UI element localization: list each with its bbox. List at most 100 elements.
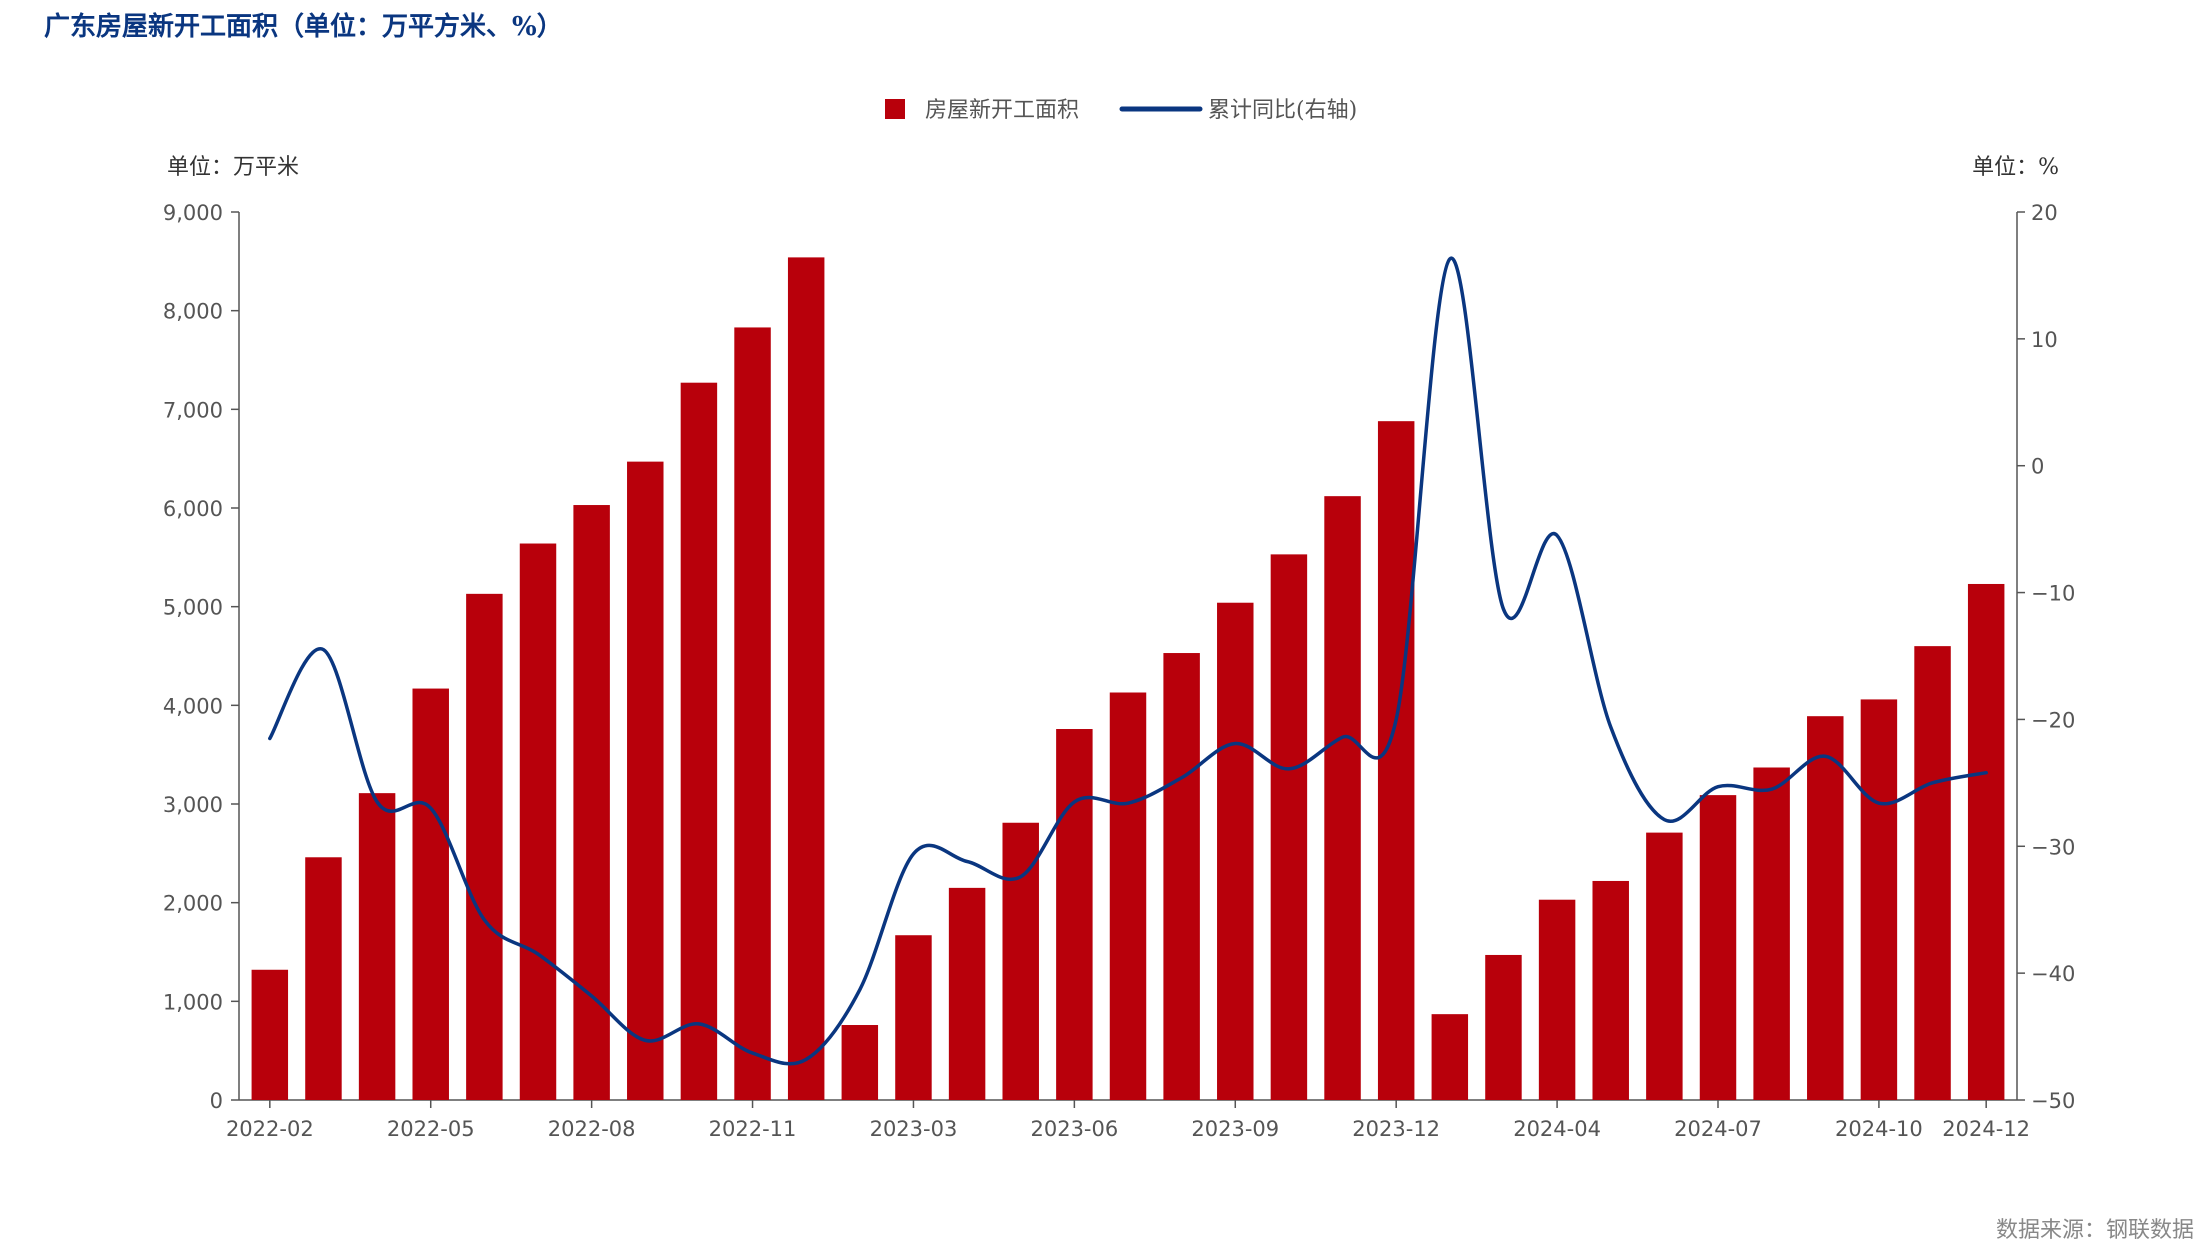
line-point-2022-05 (430, 808, 431, 809)
bar-2024-06 (1646, 832, 1683, 1100)
left-axis-unit-label: 单位：万平米 (167, 155, 299, 180)
line-point-2023-10 (1288, 768, 1289, 769)
line-point-2022-08 (591, 995, 592, 996)
legend-bar-label: 房屋新开工面积 (925, 98, 1079, 123)
line-point-2022-12 (806, 1059, 807, 1060)
x-tick-label: 2024-07 (1674, 1117, 1762, 1141)
bar-2023-10 (1270, 554, 1308, 1100)
line-point-2022-10 (698, 1023, 699, 1024)
x-tick-label: 2024-10 (1835, 1117, 1923, 1141)
line-point-2022-03 (323, 649, 324, 650)
x-tick-label: 2022-11 (709, 1117, 797, 1141)
line-point-2022-11 (752, 1053, 753, 1054)
line-point-2023-05 (1020, 876, 1021, 877)
legend: 房屋新开工面积 累计同比(右轴) (885, 98, 1357, 123)
left-y-tick-label: 1,000 (163, 990, 223, 1014)
line-point-2023-08 (1181, 777, 1182, 778)
x-tick-label: 2022-08 (548, 1117, 636, 1141)
legend-line-label: 累计同比(右轴) (1208, 98, 1357, 123)
line-point-2024-05 (1610, 727, 1611, 728)
bar-2024-03 (1485, 954, 1522, 1100)
bar-2023-06 (1056, 729, 1093, 1100)
line-point-2023-07 (1128, 803, 1129, 804)
bar-2022-06 (466, 593, 503, 1100)
line-point-2022-02 (269, 738, 270, 739)
line-point-2024-08 (1771, 789, 1772, 790)
bar-2024-08 (1753, 767, 1790, 1100)
line-point-2023-06 (1074, 801, 1075, 802)
bar-2024-02 (1431, 1014, 1469, 1100)
x-tick-label: 2023-09 (1191, 1117, 1279, 1141)
bar-2023-12 (1377, 421, 1415, 1100)
bar-2022-09 (627, 461, 664, 1100)
bar-2022-07 (519, 543, 557, 1100)
left-y-tick-label: 9,000 (163, 201, 223, 225)
line-point-2024-03 (1503, 609, 1504, 610)
x-tick-label: 2023-06 (1030, 1117, 1118, 1141)
bar-2024-12 (1967, 583, 2005, 1100)
line-point-2023-12 (1396, 719, 1397, 720)
bar-2022-10 (680, 382, 718, 1100)
bar-2022-03 (305, 857, 342, 1100)
line-point-2024-09 (1825, 756, 1826, 757)
line-point-2022-04 (377, 801, 378, 802)
right-y-tick-label: 10 (2031, 328, 2058, 352)
line-point-2024-12 (1986, 772, 1987, 773)
x-tick-label: 2022-05 (387, 1117, 475, 1141)
bar-2023-02 (841, 1025, 879, 1100)
bar-2023-04 (948, 887, 986, 1100)
bar-2023-07 (1109, 692, 1147, 1100)
x-tick-label: 2023-12 (1352, 1117, 1440, 1141)
line-point-2023-03 (913, 853, 914, 854)
line-point-2024-07 (1718, 786, 1719, 787)
left-y-tick-label: 7,000 (163, 398, 223, 422)
left-y-tick-label: 3,000 (163, 793, 223, 817)
line-point-2024-04 (1557, 535, 1558, 536)
left-y-tick-label: 4,000 (163, 694, 223, 718)
right-y-tick-label: −50 (2031, 1089, 2075, 1113)
yoy-line-path (268, 256, 1988, 1066)
bar-2024-07 (1699, 795, 1737, 1100)
bar-2022-02 (251, 969, 289, 1100)
x-tick-label: 2023-03 (870, 1117, 958, 1141)
source-note: 数据来源：钢联数据 (1995, 1218, 2194, 1243)
bar-2024-04 (1538, 899, 1576, 1100)
right-axis-unit-label: 单位：% (1972, 155, 2059, 180)
bar-2022-08 (573, 505, 610, 1100)
bar-2024-09 (1807, 716, 1844, 1100)
x-tick-label: 2024-04 (1513, 1117, 1601, 1141)
bar-2023-09 (1217, 602, 1254, 1100)
right-y-tick-label: −40 (2031, 962, 2075, 986)
right-y-tick-label: 20 (2031, 201, 2058, 225)
bar-2023-11 (1324, 496, 1361, 1100)
left-y-tick-label: 0 (210, 1089, 223, 1113)
bar-2023-08 (1163, 653, 1200, 1100)
bar-2022-11 (734, 327, 771, 1100)
left-y-tick-label: 5,000 (163, 596, 223, 620)
bar-2024-05 (1592, 880, 1629, 1100)
line-point-2022-09 (645, 1040, 646, 1041)
line-point-2023-04 (967, 861, 968, 862)
line-point-2024-02 (1449, 258, 1450, 259)
bar-2024-10 (1860, 699, 1898, 1100)
bar-2022-04 (358, 793, 396, 1100)
bar-2023-05 (1002, 822, 1039, 1100)
line-point-2023-02 (859, 989, 860, 990)
chart-title: 广东房屋新开工面积（单位：万平方米、%） (44, 12, 563, 42)
line-point-2024-11 (1932, 782, 1933, 783)
bar-series (251, 257, 2005, 1100)
right-y-tick-label: −10 (2031, 582, 2075, 606)
bar-2024-11 (1914, 646, 1951, 1100)
legend-bar-swatch (885, 99, 905, 119)
axes: 0 1,000 2,000 3,000 4,000 5,000 6,000 7,000 8,00… (163, 201, 2075, 1141)
bar-2023-03 (895, 935, 932, 1100)
left-y-tick-label: 6,000 (163, 497, 223, 521)
line-series (268, 256, 1988, 1066)
x-tick-label: 2024-12 (1942, 1117, 2030, 1141)
line-point-2024-06 (1664, 819, 1665, 820)
line-point-2022-06 (484, 919, 485, 920)
bar-2022-12 (787, 257, 825, 1100)
line-point-2023-09 (1235, 743, 1236, 744)
x-tick-label: 2022-02 (226, 1117, 314, 1141)
